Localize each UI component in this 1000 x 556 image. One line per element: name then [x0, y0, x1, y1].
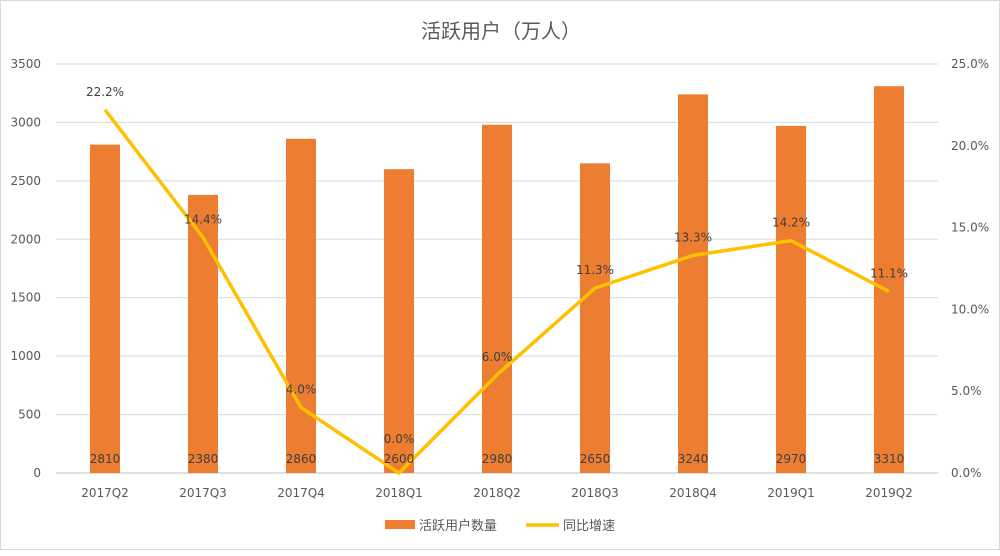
- x-axis-tick: 2018Q1: [375, 486, 423, 500]
- x-axis-tick: 2018Q2: [473, 486, 521, 500]
- left-axis-tick: 500: [18, 408, 41, 422]
- chart-title: 活跃用户（万人）: [421, 19, 581, 43]
- left-axis-tick: 1000: [10, 349, 41, 363]
- left-axis-tick: 3000: [10, 115, 41, 129]
- bar-data-label: 2600: [384, 452, 415, 466]
- left-axis-tick: 2000: [10, 232, 41, 246]
- x-axis-tick: 2019Q1: [767, 486, 815, 500]
- left-axis-tick: 1500: [10, 291, 41, 305]
- line-data-label: 22.2%: [86, 85, 124, 99]
- bar-data-label: 2860: [286, 452, 317, 466]
- right-axis-tick: 0.0%: [951, 466, 982, 480]
- x-axis-tick: 2018Q3: [571, 486, 619, 500]
- bar: [286, 139, 316, 473]
- line-data-label: 0.0%: [384, 432, 415, 446]
- bar-data-label: 2970: [776, 452, 807, 466]
- left-axis-tick: 3500: [10, 57, 41, 71]
- bar-data-label: 3310: [874, 452, 905, 466]
- legend-swatch-bar: [385, 520, 415, 529]
- x-axis-tick: 2017Q4: [277, 486, 325, 500]
- bar-data-label: 3240: [678, 452, 709, 466]
- bar: [482, 125, 512, 473]
- line-data-label: 6.0%: [482, 350, 513, 364]
- bar-data-label: 2810: [90, 452, 121, 466]
- bar: [580, 163, 610, 473]
- bar: [776, 126, 806, 473]
- line-data-label: 11.1%: [870, 266, 908, 280]
- right-axis-tick: 25.0%: [951, 57, 989, 71]
- line-data-label: 4.0%: [286, 383, 317, 397]
- x-axis-tick: 2019Q2: [865, 486, 913, 500]
- bar-data-label: 2650: [580, 452, 611, 466]
- right-axis-tick: 10.0%: [951, 302, 989, 316]
- line-data-label: 14.4%: [184, 212, 222, 226]
- line-data-label: 11.3%: [576, 263, 614, 277]
- x-axis-tick: 2018Q4: [669, 486, 717, 500]
- right-axis-tick: 15.0%: [951, 221, 989, 235]
- legend-label-line: 同比增速: [563, 519, 615, 534]
- left-axis-tick: 2500: [10, 174, 41, 188]
- right-axis-tick: 20.0%: [951, 139, 989, 153]
- left-axis-tick: 0: [33, 466, 41, 480]
- legend-label-bar: 活跃用户数量: [419, 518, 497, 534]
- line-data-label: 14.2%: [772, 216, 810, 230]
- bar: [384, 169, 414, 473]
- bar: [678, 94, 708, 473]
- bar-data-label: 2380: [188, 452, 219, 466]
- x-axis-tick: 2017Q3: [179, 486, 227, 500]
- right-axis-tick: 5.0%: [951, 384, 982, 398]
- line-data-label: 13.3%: [674, 230, 712, 244]
- bar-data-label: 2980: [482, 452, 513, 466]
- x-axis-tick: 2017Q2: [81, 486, 129, 500]
- bar: [90, 145, 120, 473]
